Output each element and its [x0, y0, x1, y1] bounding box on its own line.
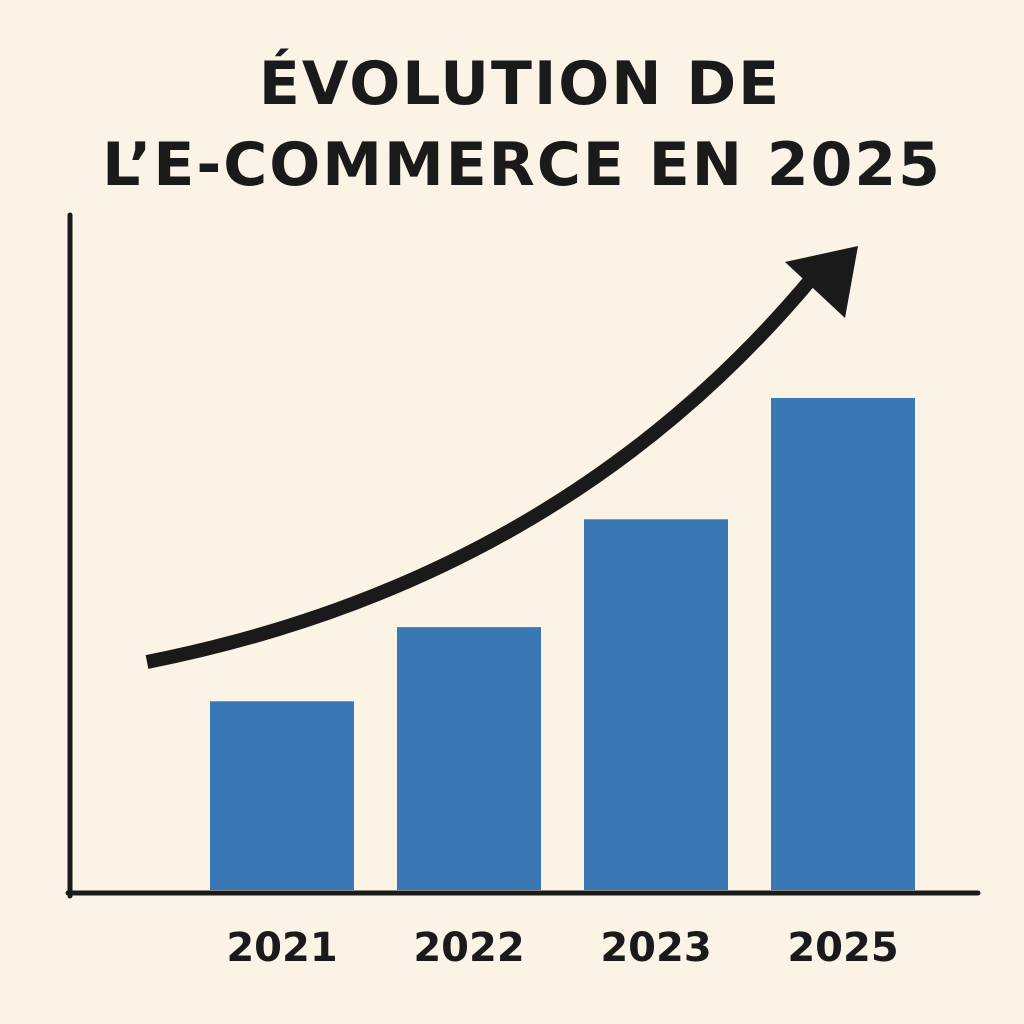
- x-tick-label-2022: 2022: [413, 925, 524, 971]
- bar-2021: [210, 701, 354, 890]
- chart-title-line-2: L’E-COMMERCE EN 2025: [102, 130, 942, 200]
- trend-arrow-head: [785, 246, 858, 318]
- bar-2025: [771, 397, 915, 890]
- x-tick-label-2025: 2025: [787, 925, 898, 971]
- x-tick-labels: 2021 2022 2023 2025: [226, 925, 898, 971]
- x-tick-label-2023: 2023: [600, 925, 711, 971]
- chart-title-line-1: ÉVOLUTION DE: [259, 47, 781, 119]
- x-tick-label-2021: 2021: [226, 925, 337, 971]
- bar-2023: [584, 519, 728, 890]
- trend-arrow-line: [145, 273, 818, 669]
- bar-2022: [397, 627, 541, 890]
- bar-series: [210, 397, 915, 890]
